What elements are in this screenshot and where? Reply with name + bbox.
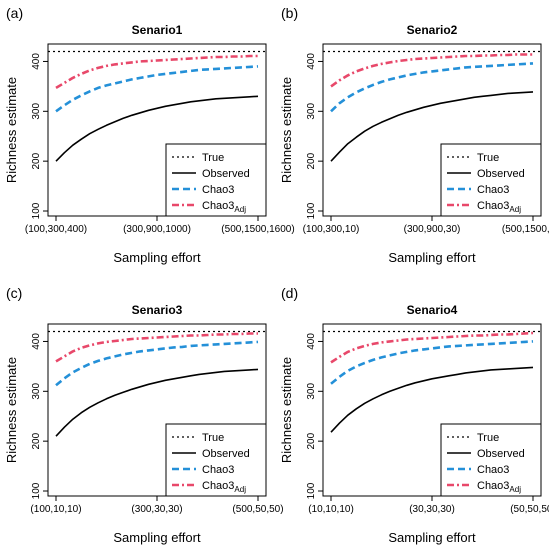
legend-subscript: Adj xyxy=(234,205,246,214)
series-line-chao3adj xyxy=(55,54,258,90)
series-line-observed xyxy=(330,91,534,162)
panel-tag: (d) xyxy=(281,285,298,301)
panel-tag: (b) xyxy=(281,5,298,21)
x-tick-label: (100,10,10) xyxy=(30,504,81,515)
y-tick-label: 400 xyxy=(306,333,317,350)
legend-label-chao3: Chao3 xyxy=(477,184,509,196)
y-axis-label: Richness estimate xyxy=(279,357,294,463)
series-line-chao3adj xyxy=(55,332,258,363)
chart-panel-2: (b) Senario2 100 200 300 400 (100,300,10) (300,… xyxy=(279,5,549,265)
series-line-chao3 xyxy=(55,340,259,387)
panel-title: Senario2 xyxy=(407,23,458,37)
panel-title: Senario1 xyxy=(132,23,183,37)
x-tick-label: (500,50,50) xyxy=(232,504,283,515)
series-line-observed xyxy=(55,95,259,162)
x-tick-label: (100,300,400) xyxy=(25,224,87,235)
y-tick-label: 100 xyxy=(31,202,42,219)
y-tick-label: 200 xyxy=(31,152,42,169)
y-tick-label: 400 xyxy=(31,333,42,350)
y-tick-label: 200 xyxy=(306,432,317,449)
series-line-observed xyxy=(330,366,534,433)
y-tick-label: 300 xyxy=(31,383,42,400)
legend-subscript: Adj xyxy=(509,485,521,494)
legend-label-true: True xyxy=(477,432,499,444)
y-tick-label: 100 xyxy=(31,482,42,499)
panel-title: Senario4 xyxy=(407,303,458,317)
legend-label-observed: Observed xyxy=(477,168,525,180)
y-tick-label: 300 xyxy=(31,103,42,120)
x-axis-label: Sampling effort xyxy=(113,250,201,265)
y-tick-label: 100 xyxy=(306,482,317,499)
chart-panel-1: (a) Senario1 100 200 300 400 (100,300,400) (300… xyxy=(4,5,295,265)
legend-label-chao3: Chao3 xyxy=(477,464,509,476)
legend-label-true: True xyxy=(202,432,224,444)
y-axis-label: Richness estimate xyxy=(4,357,19,463)
legend-label-observed: Observed xyxy=(202,448,250,460)
x-axis-label: Sampling effort xyxy=(388,530,476,545)
y-tick-label: 400 xyxy=(31,53,42,70)
series-line-chao3 xyxy=(55,65,259,113)
legend-label-observed: Observed xyxy=(477,448,525,460)
series-line-chao3 xyxy=(330,62,534,113)
legend-label-chao3: Chao3 xyxy=(202,184,234,196)
x-tick-label: (300,30,30) xyxy=(131,504,182,515)
panel-title: Senario3 xyxy=(132,303,183,317)
chart-panel-3: (c) Senario3 100 200 300 400 (100,10,10) (300,3… xyxy=(4,285,284,545)
panel-tag: (a) xyxy=(6,5,23,21)
y-tick-label: 100 xyxy=(306,202,317,219)
x-tick-label: (10,10,10) xyxy=(308,504,354,515)
y-tick-label: 400 xyxy=(306,53,317,70)
panel-tag: (c) xyxy=(6,285,22,301)
legend-subscript: Adj xyxy=(509,205,521,214)
x-tick-label: (300,900,30) xyxy=(404,224,461,235)
series-line-chao3adj xyxy=(330,53,533,88)
x-axis-label: Sampling effort xyxy=(113,530,201,545)
legend-label-observed: Observed xyxy=(202,168,250,180)
y-axis-label: Richness estimate xyxy=(4,77,19,183)
y-axis-label: Richness estimate xyxy=(279,77,294,183)
y-tick-label: 200 xyxy=(306,152,317,169)
series-line-chao3 xyxy=(330,340,534,385)
y-tick-label: 300 xyxy=(306,383,317,400)
y-tick-label: 200 xyxy=(31,432,42,449)
legend-label-true: True xyxy=(477,152,499,164)
x-axis-label: Sampling effort xyxy=(388,250,476,265)
x-tick-label: (500,1500,1600) xyxy=(221,224,294,235)
x-tick-label: (30,30,30) xyxy=(409,504,455,515)
series-line-chao3adj xyxy=(330,331,534,364)
legend-subscript: Adj xyxy=(234,485,246,494)
x-tick-label: (100,300,10) xyxy=(303,224,360,235)
legend-label-chao3: Chao3 xyxy=(202,464,234,476)
legend-label-true: True xyxy=(202,152,224,164)
series-line-observed xyxy=(55,368,259,437)
chart-panel-4: (d) Senario4 100 200 300 400 (10,10,10) (30,30,… xyxy=(279,285,549,545)
x-tick-label: (300,900,1000) xyxy=(123,224,191,235)
x-tick-label: (50,50,50) xyxy=(510,504,549,515)
x-tick-label: (500,1500,50) xyxy=(502,224,549,235)
y-tick-label: 300 xyxy=(306,103,317,120)
